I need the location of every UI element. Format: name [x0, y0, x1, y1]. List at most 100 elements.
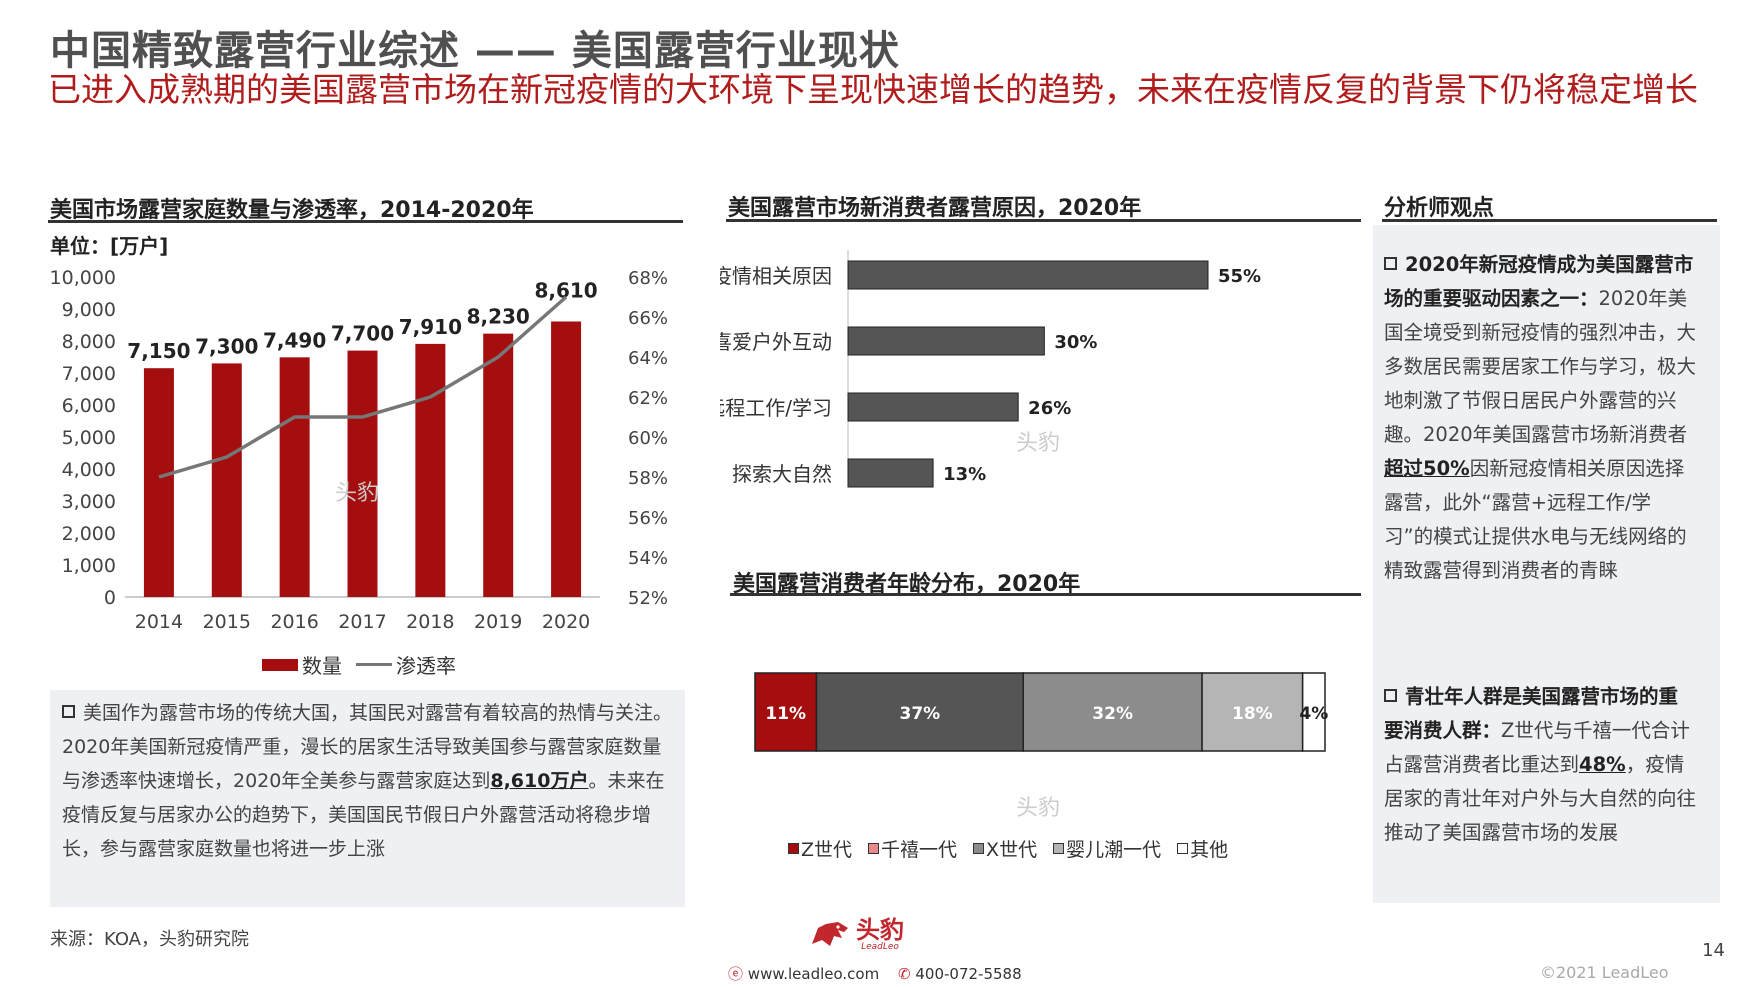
y-left-tick-label: 2,000 [62, 523, 116, 545]
age-distribution-chart: 11% 37% 32% 18% 4% [754, 672, 1328, 752]
segment-3 [1022, 672, 1203, 752]
bar-reason [847, 326, 1045, 356]
line-penetration [158, 295, 568, 479]
segment-2 [815, 672, 1024, 752]
x-tick-label: 2014 [135, 611, 183, 633]
left-note: 美国作为露营市场的传统大国，其国民对露营有着较高的热情与关注。2020年美国新冠… [62, 696, 672, 866]
x-tick-label: 2015 [203, 611, 251, 633]
households-penetration-chart: 0 1,000 2,000 3,000 4,000 5,000 6,000 7,000 8,00… [50, 267, 669, 633]
bar-households [211, 363, 242, 597]
chart2-title: 美国露营市场新消费者露营原因，2020年 [728, 196, 1142, 221]
chart1-legend: 数量 渗透率 [262, 650, 456, 679]
y-left-tick-label: 9,000 [62, 299, 116, 321]
y-right-tick-label: 66% [628, 308, 668, 329]
copyright: ©2021 LeadLeo [1540, 963, 1669, 982]
bar-households [551, 321, 582, 597]
category-label: 喜爱户外互动 [720, 330, 832, 354]
y-right-tick-label: 64% [628, 348, 668, 369]
segment-1 [754, 672, 818, 752]
legend-swatch-millennials [868, 843, 880, 854]
legend-others: 其他 [1190, 839, 1229, 861]
bar-value-label: 13% [943, 464, 986, 485]
y-right-tick-label: 60% [628, 428, 668, 449]
leopard-icon [812, 922, 848, 946]
analyst-point-1-text-a: 2020年美国全境受到新冠疫情的强烈冲击，大多数居民需要居家工作与学习，极大地刺… [1384, 287, 1697, 446]
bullet-icon [1384, 689, 1397, 702]
segment-value-label: 11% [765, 704, 806, 724]
bar-households [347, 350, 378, 597]
y-left-tick-label: 0 [104, 587, 116, 609]
logo-subtext: LeadLeo [861, 942, 899, 952]
bar-reason [847, 458, 934, 488]
y-left-tick-label: 1,000 [62, 555, 116, 577]
segment-value-label: 37% [900, 704, 941, 724]
segment-5 [1301, 672, 1326, 752]
y-right-tick-label: 56% [628, 508, 668, 529]
analyst-point-2-text-b: ，疫情居家的青壮年对户外与大自然的向往推动了美国露营市场的发展 [1384, 753, 1697, 844]
bar-value-label: 55% [1218, 266, 1261, 287]
legend-swatch-genz [788, 843, 799, 854]
analyst-point-2-highlight: 48% [1579, 753, 1626, 776]
legend-swatch-boomers [1053, 843, 1065, 854]
x-tick-label: 2018 [406, 611, 454, 633]
bar-households [143, 368, 174, 597]
bar-value-label: 7,300 [195, 334, 258, 358]
y-left-tick-label: 5,000 [62, 427, 116, 449]
legend-swatch-line [356, 663, 392, 666]
phone-icon: ✆ [898, 965, 911, 983]
y-left-tick-label: 4,000 [62, 459, 116, 481]
x-tick-label: 2019 [474, 611, 522, 633]
chart3-title-rule [730, 593, 1361, 596]
analyst-point-1-head: 2020年新冠疫情成为美国露营市场的重要驱动因素之一： [1384, 253, 1694, 310]
left-note-highlight: 8,610万户 [490, 770, 589, 792]
new-consumer-reasons-chart: 新冠疫情相关原因 55% 喜爱户外互动 30% 露营时远程工作/学习 26% 探索大自然 13… [720, 250, 1261, 488]
website-link[interactable]: www.leadleo.com [747, 965, 880, 983]
chart1-title: 美国市场露营家庭数量与渗透率，2014-2020年 [50, 198, 534, 223]
y-left-tick-label: 10,000 [50, 267, 116, 289]
page-title: 中国精致露营行业综述 —— 美国露营行业现状 [50, 28, 900, 74]
logo-text: 头豹 [856, 916, 904, 944]
y-left-tick-label: 6,000 [62, 395, 116, 417]
analyst-point-2-text-a: Z世代与千禧一代合计占露营消费者比重达到 [1384, 719, 1690, 776]
analyst-point-2: 青壮年人群是美国露营市场的重要消费人群：Z世代与千禧一代合计占露营消费者比重达到… [1384, 680, 1696, 850]
chart3-legend: Z世代 千禧一代 X世代 婴儿潮一代 其他 [788, 835, 1228, 862]
chart1-title-rule [48, 220, 683, 223]
x-tick-label: 2017 [338, 611, 386, 633]
source-note: 来源：KOA，头豹研究院 [50, 929, 249, 950]
watermark: 头豹 [335, 481, 380, 506]
bullet-icon [62, 705, 75, 718]
legend-genz: Z世代 [801, 839, 853, 861]
legend-swatch-genx [973, 843, 985, 854]
segment-4 [1201, 672, 1304, 752]
bullet-icon [1384, 257, 1397, 270]
bar-value-label: 7,700 [331, 322, 394, 346]
footer-contact: ⓔ www.leadleo.com ✆ 400-072-5588 [728, 963, 1022, 984]
y-left-tick-label: 7,000 [62, 363, 116, 385]
y-right-tick-label: 58% [628, 468, 668, 489]
category-label: 新冠疫情相关原因 [720, 264, 832, 288]
chart3-title: 美国露营消费者年龄分布，2020年 [733, 572, 1081, 597]
bar-reason [847, 260, 1209, 290]
y-right-tick-label: 52% [628, 588, 668, 609]
phone-number: 400-072-5588 [915, 965, 1022, 983]
bar-value-label: 30% [1054, 332, 1097, 353]
y-right-tick-label: 68% [628, 268, 668, 289]
analyst-point-2-head: 青壮年人群是美国露营市场的重要消费人群： [1384, 685, 1679, 742]
legend-label-penetration: 渗透率 [396, 654, 456, 678]
legend-swatch-others [1177, 843, 1189, 854]
bar-value-label: 7,490 [263, 328, 326, 352]
analyst-point-1-text-b: 因新冠疫情相关原因选择露营，此外“露营+远程工作/学习”的模式让提供水电与无线网… [1384, 457, 1687, 582]
analyst-point-1-highlight: 超过50% [1384, 457, 1470, 480]
x-tick-label: 2020 [542, 611, 590, 633]
legend-swatch-bar [262, 658, 298, 671]
leadleo-logo: 头豹 LeadLeo [808, 918, 904, 952]
watermark: 头豹 [1016, 796, 1061, 821]
y-left-tick-label: 3,000 [62, 491, 116, 513]
page-number: 14 [1702, 940, 1725, 961]
bar-reason [847, 392, 1019, 422]
analyst-title: 分析师观点 [1384, 196, 1495, 221]
y-right-tick-label: 62% [628, 388, 668, 409]
category-label: 探索大自然 [732, 462, 832, 486]
page-subtitle: 已进入成熟期的美国露营市场在新冠疫情的大环境下呈现快速增长的趋势，未来在疫情反复… [48, 70, 1698, 109]
chart2-title-rule [726, 219, 1361, 222]
